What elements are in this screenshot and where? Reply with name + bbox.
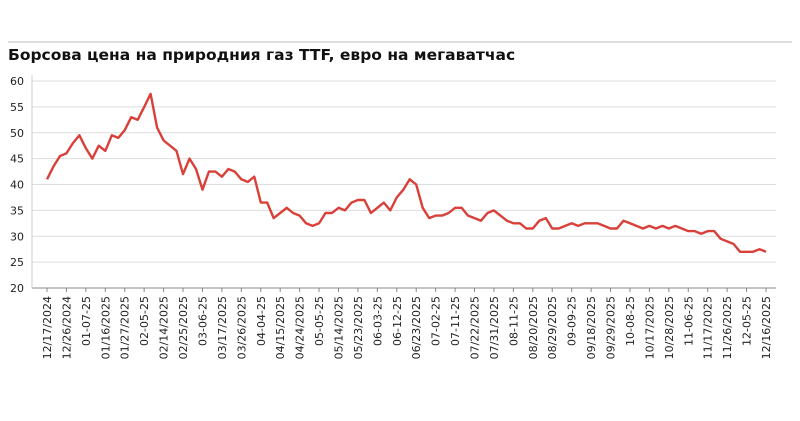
x-tick-label: 11/26/2025 [721, 296, 734, 359]
x-tick-label: 08/20/2025 [527, 296, 540, 359]
y-tick-label: 45 [10, 153, 24, 166]
x-tick-label: 02/14/2025 [158, 296, 171, 359]
x-tick-label: 07-11-25 [449, 296, 462, 346]
x-tick-label: 09/18/2025 [585, 296, 598, 359]
x-tick-label: 07/22/2025 [469, 296, 482, 359]
y-tick-label: 50 [10, 127, 24, 140]
y-tick-label: 40 [10, 179, 24, 192]
x-tick-label: 08/29/2025 [546, 296, 559, 359]
x-tick-label: 12/16/2025 [760, 296, 773, 359]
x-tick-label: 12/17/2024 [41, 296, 54, 359]
x-tick-label: 07/31/2025 [488, 296, 501, 359]
x-tick-label: 09/29/2025 [605, 296, 618, 359]
x-tick-label: 02/25/2025 [177, 296, 190, 359]
chart-title: Борсова цена на природния газ TTF, евро … [8, 46, 515, 64]
y-tick-label: 55 [10, 101, 24, 114]
x-tick-label: 03/26/2025 [235, 296, 248, 359]
x-tick-label: 03/17/2025 [216, 296, 229, 359]
x-tick-label: 08-11-25 [507, 296, 520, 346]
x-tick-label: 01-07-25 [80, 296, 93, 346]
x-tick-label: 10-08-25 [624, 296, 637, 346]
x-tick-label: 03-06-25 [196, 296, 209, 346]
x-tick-label: 01/16/2025 [99, 296, 112, 359]
x-tick-label: 04/15/2025 [274, 296, 287, 359]
x-tick-label: 05/23/2025 [352, 296, 365, 359]
y-tick-label: 35 [10, 204, 24, 217]
x-tick-label: 12/26/2024 [60, 296, 73, 359]
x-tick-label: 04-04-25 [255, 296, 268, 346]
x-tick-label: 10/28/2025 [663, 296, 676, 359]
x-tick-label: 06-03-25 [371, 296, 384, 346]
x-tick-label: 06-12-25 [391, 296, 404, 346]
x-tick-label: 10/17/2025 [643, 296, 656, 359]
x-tick-label: 05/14/2025 [332, 296, 345, 359]
x-tick-label: 02-05-25 [138, 296, 151, 346]
x-tick-label: 12-05-25 [741, 296, 754, 346]
x-tick-label: 11/17/2025 [702, 296, 715, 359]
x-tick-label: 11-06-25 [682, 296, 695, 346]
x-tick-label: 05-05-25 [313, 296, 326, 346]
x-tick-label: 09-09-25 [566, 296, 579, 346]
y-tick-label: 20 [10, 282, 24, 295]
y-tick-label: 25 [10, 256, 24, 269]
price-line [45, 92, 767, 253]
x-tick-label: 01/27/2025 [119, 296, 132, 359]
x-tick-label: 07-02-25 [430, 296, 443, 346]
x-tick-label: 06/23/2025 [410, 296, 423, 359]
x-tick-label: 04/24/2025 [294, 296, 307, 359]
y-tick-label: 60 [10, 75, 24, 88]
y-tick-label: 30 [10, 230, 24, 243]
